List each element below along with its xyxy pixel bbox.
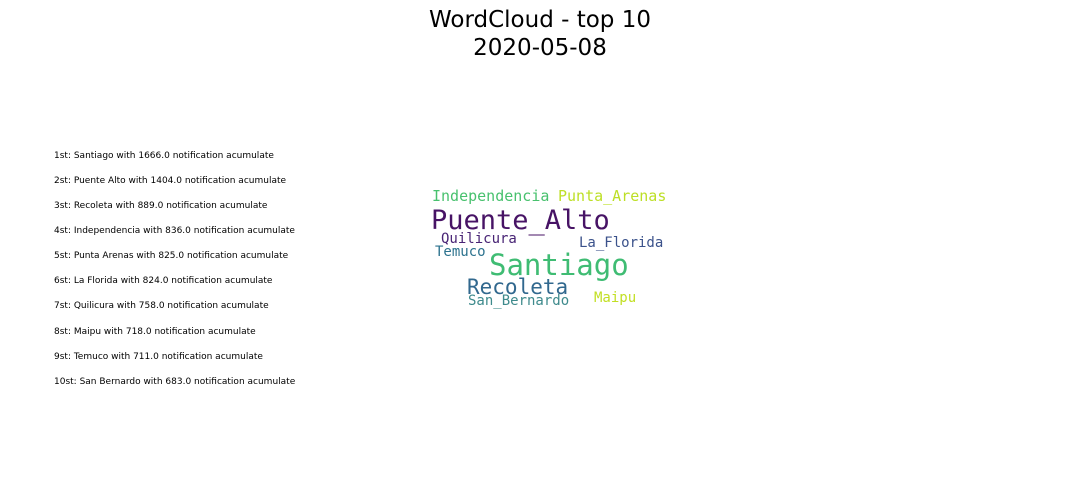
cloud-word-quilicura: Quilicura	[441, 231, 517, 247]
cloud-word-recoleta: Recoleta	[467, 275, 568, 299]
ranking-item-8: 8st: Maipu with 718.0 notification acumu…	[54, 327, 256, 337]
ranking-item-10: 10st: San Bernardo with 683.0 notificati…	[54, 377, 296, 387]
ranking-item-3: 3st: Recoleta with 889.0 notification ac…	[54, 201, 268, 211]
ranking-item-5: 5st: Punta Arenas with 825.0 notificatio…	[54, 251, 289, 261]
cloud-word-temuco: Temuco	[435, 244, 486, 260]
chart-title-line-2: 2020-05-08	[473, 35, 607, 61]
ranking-item-7: 7st: Quilicura with 758.0 notification a…	[54, 301, 269, 311]
ranking-item-1: 1st: Santiago with 1666.0 notification a…	[54, 151, 274, 161]
cloud-word-san-bernardo: San_Bernardo	[468, 293, 569, 309]
ranking-list: 1st: Santiago with 1666.0 notification a…	[54, 0, 384, 504]
cloud-word-la-florida: La_Florida	[579, 235, 663, 251]
chart-title: WordCloud - top 10 2020-05-08	[0, 6, 1080, 62]
ranking-item-4: 4st: Independencia with 836.0 notificati…	[54, 226, 295, 236]
ranking-item-6: 6st: La Florida with 824.0 notification …	[54, 276, 273, 286]
cloud-word-santiago: Santiago	[489, 248, 629, 282]
chart-title-line-1: WordCloud - top 10	[428, 7, 651, 33]
ranking-item-9: 9st: Temuco with 711.0 notification acum…	[54, 352, 263, 362]
cloud-word-punta-arenas: Punta_Arenas	[558, 187, 666, 205]
cloud-word-maipu: Maipu	[594, 290, 636, 306]
cloud-word-independencia: Independencia	[432, 187, 549, 205]
cloud-word-puente-alto: Puente_Alto	[431, 205, 610, 236]
ranking-item-2: 2st: Puente Alto with 1404.0 notificatio…	[54, 176, 287, 186]
